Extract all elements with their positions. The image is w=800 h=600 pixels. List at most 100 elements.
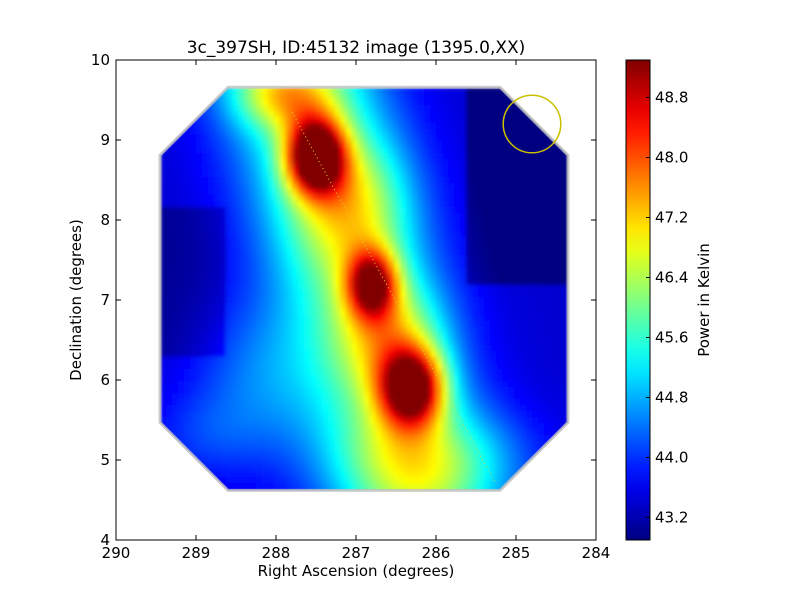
heatmap-cell [208,489,215,491]
heatmap-cell [532,201,539,208]
heatmap-cell [340,363,347,370]
heatmap-cell [562,225,568,232]
heatmap-cell [232,321,239,328]
heatmap-cell [262,315,269,322]
heatmap-cell [280,171,287,178]
heatmap-cell [358,105,365,112]
heatmap-cell [310,399,317,406]
heatmap-cell [466,117,473,124]
heatmap-cell [412,387,419,394]
heatmap-cell [502,387,509,394]
heatmap-cell [388,363,395,370]
heatmap-cell [556,153,563,160]
heatmap-cell [232,459,239,466]
heatmap-cell [178,345,185,352]
heatmap-cell [430,129,437,136]
heatmap-cell [232,381,239,388]
heatmap-cell [400,411,407,418]
heatmap-cell [214,351,221,358]
heatmap-cell [166,285,173,292]
heatmap-cell [562,213,568,220]
heatmap-cell [328,177,335,184]
heatmap-cell [514,303,521,310]
heatmap-cell [412,159,419,166]
heatmap-cell [298,141,305,148]
heatmap-cell [544,231,551,238]
heatmap-cell [370,177,377,184]
heatmap-cell [256,327,263,334]
heatmap-cell [466,111,473,118]
heatmap-cell [316,249,323,256]
heatmap-cell [346,345,353,352]
heatmap-cell [370,201,377,208]
heatmap-cell [220,405,227,412]
heatmap-cell [304,447,311,454]
heatmap-cell [454,123,461,130]
heatmap-cell [244,279,251,286]
heatmap-cell [286,105,293,112]
heatmap-cell [178,297,185,304]
heatmap-cell [520,297,527,304]
heatmap-cell [394,369,401,376]
heatmap-cell [346,159,353,166]
heatmap-cell [460,153,467,160]
heatmap-cell [310,471,317,478]
heatmap-cell [256,243,263,250]
heatmap-cell [160,117,167,124]
heatmap-cell [514,159,521,166]
heatmap-cell [346,453,353,460]
heatmap-cell [442,411,449,418]
heatmap-cell [394,459,401,466]
heatmap-cell [268,279,275,286]
heatmap-cell [496,375,503,382]
heatmap-cell [472,411,479,418]
heatmap-cell [244,297,251,304]
heatmap-cell [364,345,371,352]
heatmap-cell [274,411,281,418]
heatmap-cell [274,261,281,268]
heatmap-cell [394,285,401,292]
heatmap-cell [196,381,203,388]
heatmap-cell [556,279,563,286]
heatmap-cell [466,189,473,196]
heatmap-cell [166,309,173,316]
heatmap-cell [238,189,245,196]
heatmap-cell [352,441,359,448]
heatmap-cell [256,441,263,448]
heatmap-cell [244,399,251,406]
heatmap-cell [244,123,251,130]
heatmap-cell [304,417,311,424]
heatmap-cell [544,309,551,316]
heatmap-cell [478,381,485,388]
heatmap-cell [250,93,257,100]
heatmap-cell [304,123,311,130]
heatmap-cell [226,243,233,250]
heatmap-cell [166,387,173,394]
heatmap-cell [388,405,395,412]
heatmap-cell [346,87,353,94]
heatmap-cell [232,183,239,190]
heatmap-cell [322,135,329,142]
heatmap-cell [172,147,179,154]
heatmap-cell [436,309,443,316]
heatmap-cell [508,333,515,340]
heatmap-cell [388,345,395,352]
heatmap-cell [184,429,191,436]
heatmap-cell [358,237,365,244]
heatmap-cell [220,141,227,148]
heatmap-cell [526,423,533,430]
heatmap-cell [310,99,317,106]
heatmap-cell [346,219,353,226]
heatmap-cell [418,465,425,472]
heatmap-cell [418,279,425,286]
heatmap-cell [346,291,353,298]
heatmap-cell [316,117,323,124]
heatmap-cell [160,105,167,112]
heatmap-cell [484,357,491,364]
heatmap-cell [400,333,407,340]
heatmap-cell [430,231,437,238]
heatmap-cell [490,123,497,130]
heatmap-cell [262,201,269,208]
heatmap-cell [520,117,527,124]
heatmap-cell [430,429,437,436]
